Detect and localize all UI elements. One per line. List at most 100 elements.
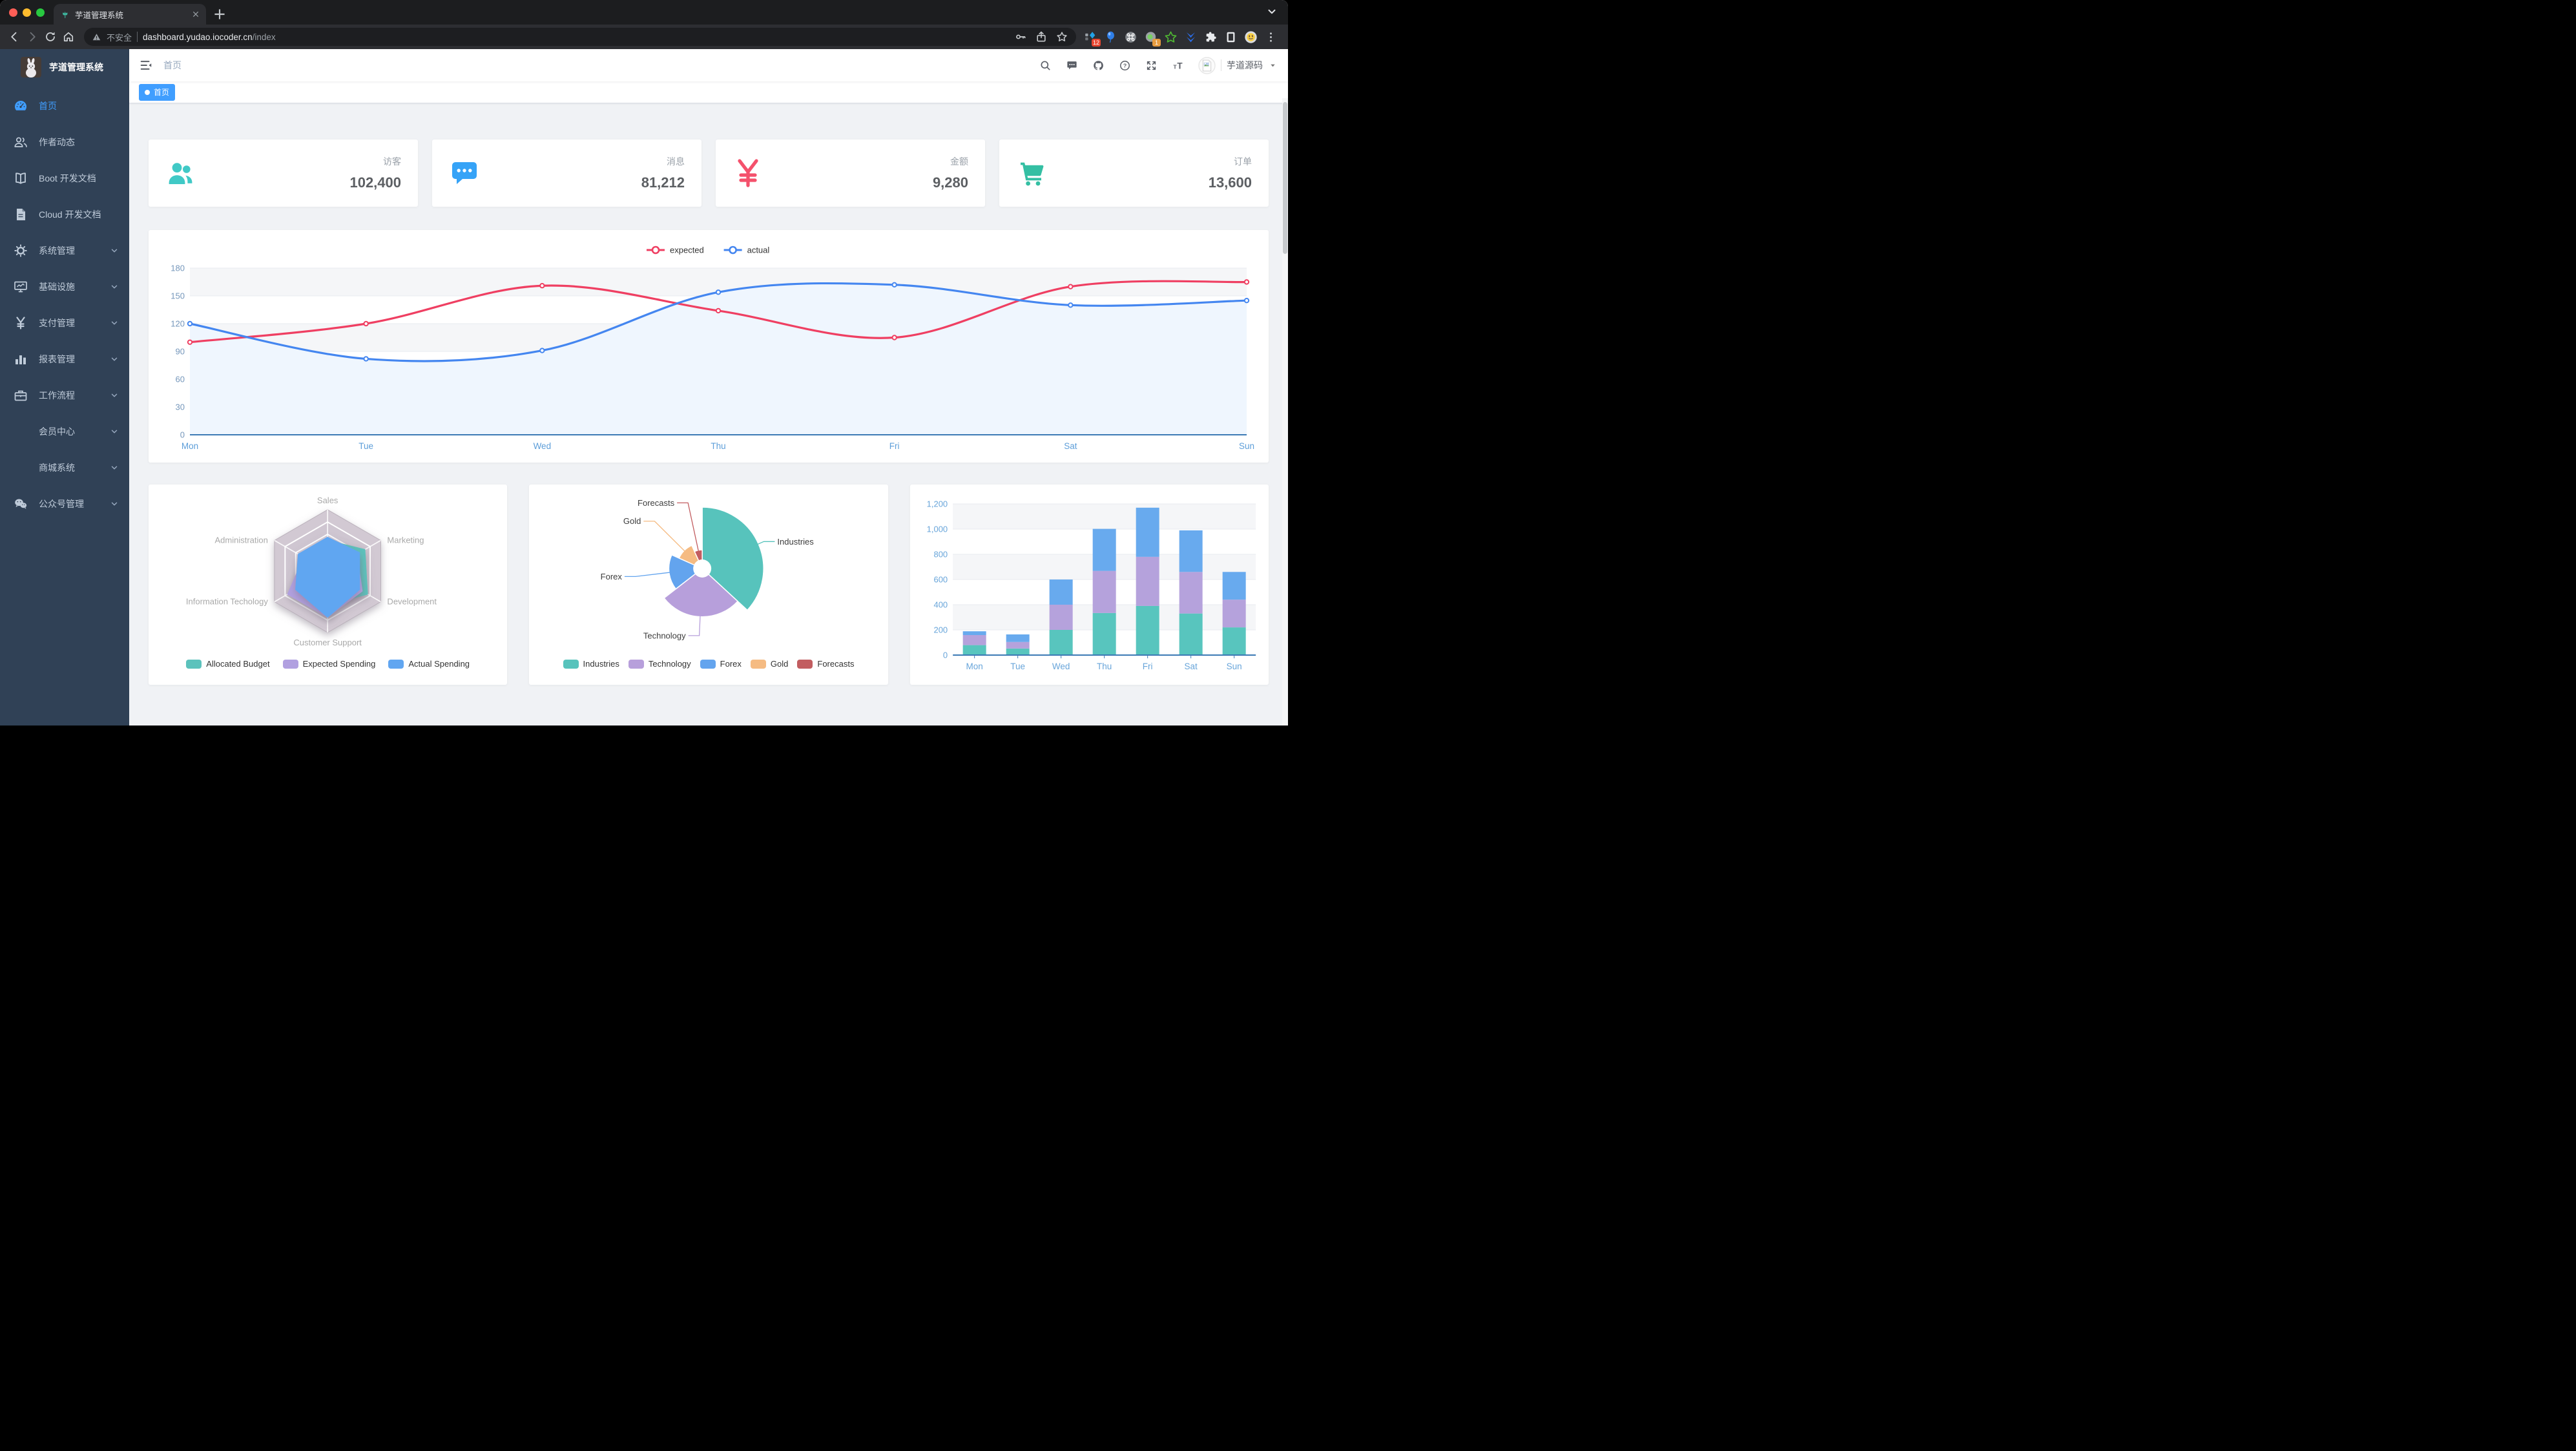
svg-text:Tue: Tue [1010, 662, 1025, 671]
sidebar-item-8[interactable]: 工作流程 [0, 377, 129, 413]
close-window-button[interactable] [9, 8, 17, 17]
legend-item[interactable]: actual [723, 245, 770, 255]
tab-close-icon[interactable] [191, 9, 201, 19]
stat-card-1[interactable]: 消息 81,212 [432, 140, 701, 207]
line-chart[interactable]: 0 30 60 90 120 150 180 Mon Tue Wed Thu Fri Sat Sun exp… [161, 240, 1256, 453]
svg-text:Sat: Sat [1184, 662, 1198, 671]
stat-label: 访客 [383, 156, 401, 167]
password-key-icon[interactable] [1014, 30, 1027, 43]
sidebar-item-3[interactable]: Cloud 开发文档 [0, 196, 129, 233]
fullscreen-icon[interactable] [1145, 59, 1158, 72]
question-icon[interactable]: ? [1119, 59, 1131, 72]
hamburger-icon[interactable] [139, 58, 153, 72]
svg-text:Fri: Fri [889, 441, 900, 451]
pie-chart[interactable]: Industries Technology Forex Gold Forecasts [539, 494, 877, 655]
sidebar-item-label: 会员中心 [39, 426, 75, 437]
balloon-extension-icon[interactable] [1104, 30, 1117, 44]
chat-icon[interactable] [1066, 59, 1078, 72]
breadcrumb[interactable]: 首页 [163, 60, 182, 70]
command-extension-icon[interactable] [1124, 30, 1137, 44]
profile-extension-icon[interactable] [1244, 30, 1258, 44]
sidebar-item-6[interactable]: 支付管理 [0, 305, 129, 341]
maximize-window-button[interactable] [36, 8, 45, 17]
sidebar-item-label: 首页 [39, 101, 57, 111]
doc-icon [13, 207, 28, 222]
stat-card-0[interactable]: 访客 102,400 [149, 140, 418, 207]
sidebar-item-5[interactable]: 基础设施 [0, 269, 129, 305]
sidebar-item-10[interactable]: 商城系统 [0, 450, 129, 486]
sidebar: 芋道管理系统 首页作者动态 Boot 开发文档 Cloud 开发文档系统管理基础设施… [0, 49, 129, 725]
reload-button[interactable] [43, 29, 58, 45]
minimize-window-button[interactable] [23, 8, 31, 17]
legend-item[interactable]: Industries [563, 659, 619, 669]
sidebar-item-9[interactable]: 会员中心 [0, 413, 129, 450]
tab-search-chevron-icon[interactable] [1266, 6, 1278, 17]
new-tab-button[interactable] [211, 6, 228, 23]
svg-text:150: 150 [171, 291, 185, 301]
legend-item[interactable]: Expected Spending [282, 659, 375, 669]
legend-item[interactable]: Technology [628, 659, 691, 669]
puzzle-extension-icon[interactable] [1204, 30, 1218, 44]
monitor-icon [13, 279, 28, 295]
sidebar-item-7[interactable]: 报表管理 [0, 341, 129, 377]
home-button[interactable] [61, 29, 76, 45]
stat-value: 9,280 [932, 174, 968, 191]
user-menu[interactable]: 芋道源码 [1198, 56, 1276, 74]
yen-icon [13, 315, 28, 331]
radar-chart[interactable]: Sales Marketing Development Customer Suppor… [159, 494, 497, 655]
divider [137, 32, 138, 42]
tag-home[interactable]: 首页 [139, 83, 176, 101]
sidebar-item-0[interactable]: 首页 [0, 88, 129, 124]
not-secure-warning-icon[interactable] [92, 32, 101, 42]
blue-diamond-extension-icon[interactable]: 12 [1084, 30, 1101, 47]
stat-label: 金额 [950, 156, 968, 167]
stat-card-2[interactable]: 金额 9,280 [716, 140, 985, 207]
stat-card-3[interactable]: 订单 13,600 [999, 140, 1269, 207]
browser-tab[interactable]: 芋道管理系统 [54, 4, 206, 25]
legend-item[interactable]: Forex [700, 659, 742, 669]
address-bar[interactable]: 不安全 dashboard.yudao.iocoder.cn/index [84, 28, 1076, 46]
stat-value: 13,600 [1208, 174, 1252, 191]
line-chart-card: 0 30 60 90 120 150 180 Mon Tue Wed Thu Fri Sat Sun exp… [149, 230, 1269, 463]
search-icon[interactable] [1039, 59, 1052, 72]
money-icon [732, 158, 763, 189]
sidebar-item-label: 商城系统 [39, 463, 75, 473]
scrollbar-thumb[interactable] [1283, 102, 1287, 254]
user-avatar [1198, 56, 1216, 74]
legend-item[interactable]: Actual Spending [388, 659, 470, 669]
radar-legend: Allocated Budget Expected Spending Actual … [186, 659, 470, 669]
bar-chart-card: Mon Tue Wed Thu Fri Sat Sun 0 200 400 600 800 1,000 1… [909, 485, 1269, 685]
sidebar-item-1[interactable]: 作者动态 [0, 124, 129, 160]
share-icon[interactable] [1035, 30, 1048, 43]
menu-dots-extension-icon[interactable] [1264, 30, 1278, 44]
sidebar-item-2[interactable]: Boot 开发文档 [0, 160, 129, 196]
bar-chart[interactable]: Mon Tue Wed Thu Fri Sat Sun 0 200 400 600 800 1,000 1… [920, 494, 1258, 676]
legend-item[interactable]: Allocated Budget [186, 659, 270, 669]
chevron-down-icon [110, 391, 119, 400]
page-scrollbar[interactable] [1282, 98, 1288, 725]
blue-chevrons-extension-icon[interactable] [1184, 30, 1198, 44]
bookmark-star-icon[interactable] [1055, 30, 1068, 43]
sidebar-item-label: 系统管理 [39, 245, 75, 256]
caret-down-icon [1269, 62, 1276, 69]
sidebar-item-label: 作者动态 [39, 137, 75, 147]
svg-text:Customer Support: Customer Support [293, 638, 362, 647]
legend-item[interactable]: expected [647, 245, 704, 255]
legend-item[interactable]: Forecasts [797, 659, 854, 669]
sidebar-logo-row[interactable]: 芋道管理系统 [0, 49, 129, 85]
green-star-extension-icon[interactable] [1164, 30, 1178, 44]
forward-button[interactable] [25, 29, 40, 45]
svg-text:Fri: Fri [1142, 662, 1152, 671]
sidebar-item-11[interactable]: 公众号管理 [0, 486, 129, 522]
github-icon[interactable] [1092, 59, 1105, 72]
recorder-extension-icon[interactable]: 1 [1144, 30, 1161, 47]
svg-text:Technology: Technology [643, 631, 686, 640]
sidebar-item-4[interactable]: 系统管理 [0, 233, 129, 269]
legend-item[interactable]: Gold [750, 659, 788, 669]
dashboard-icon [13, 98, 28, 114]
reading-list-extension-icon[interactable] [1224, 30, 1238, 44]
chevron-down-icon [110, 282, 119, 291]
stat-value: 81,212 [641, 174, 685, 191]
back-button[interactable] [6, 29, 22, 45]
